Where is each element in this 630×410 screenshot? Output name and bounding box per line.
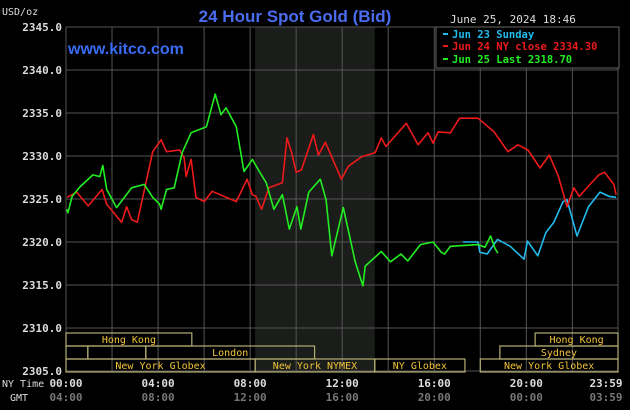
series-line-jun-23-sunday bbox=[463, 191, 617, 261]
session-label: Sydney bbox=[541, 348, 577, 359]
x-tick-ny: 12:00 bbox=[326, 377, 359, 390]
session-box bbox=[374, 358, 466, 373]
y-tick-label: 2335.0 bbox=[22, 107, 62, 120]
legend-jun23: Jun 23 Sunday bbox=[452, 29, 535, 41]
x-tick-gmt: 20:00 bbox=[418, 391, 451, 404]
x-tick-gmt: 12:00 bbox=[234, 391, 267, 404]
session-label: New York Globex bbox=[115, 361, 205, 372]
y-tick-label: 2320.0 bbox=[22, 236, 62, 249]
x-tick-ny: 00:00 bbox=[49, 377, 82, 390]
y-tick-label: 2345.0 bbox=[22, 21, 62, 34]
session-box bbox=[479, 358, 619, 373]
x-tick-ny: 23:59 bbox=[589, 377, 622, 390]
x-tick-gmt: 00:00 bbox=[510, 391, 543, 404]
ny-time-label: NY Time bbox=[2, 379, 44, 390]
x-tick-ny: 04:00 bbox=[142, 377, 175, 390]
x-tick-gmt: 04:00 bbox=[49, 391, 82, 404]
x-tick-gmt: 16:00 bbox=[326, 391, 359, 404]
x-tick-gmt: 08:00 bbox=[142, 391, 175, 404]
y-tick-label: 2330.0 bbox=[22, 150, 62, 163]
y-tick-label: 2310.0 bbox=[22, 322, 62, 335]
session-label: New York NYMEX bbox=[273, 361, 357, 372]
session-label: New York Globex bbox=[504, 361, 594, 372]
legend-jun25: Jun 25 Last 2318.70 bbox=[452, 54, 572, 66]
website-link[interactable]: www.kitco.com bbox=[67, 41, 184, 58]
session-label: Hong Kong bbox=[102, 335, 156, 346]
timestamp: June 25, 2024 18:46 bbox=[450, 13, 576, 26]
y-tick-label: 2315.0 bbox=[22, 279, 62, 292]
legend-swatch-jun24 bbox=[443, 45, 448, 47]
legend-jun24: Jun 24 NY close 2334.30 bbox=[452, 41, 597, 53]
y-tick-label: 2340.0 bbox=[22, 64, 62, 77]
session-label: London bbox=[212, 348, 248, 359]
legend-box bbox=[435, 26, 620, 69]
y-tick-label: 2325.0 bbox=[22, 193, 62, 206]
legend-swatch-jun25 bbox=[443, 58, 448, 60]
x-tick-ny: 16:00 bbox=[418, 377, 451, 390]
gmt-label: GMT bbox=[10, 393, 28, 404]
y-tick-label: 2305.0 bbox=[22, 365, 62, 378]
session-label: Hong Kong bbox=[549, 335, 603, 346]
x-tick-gmt: 03:59 bbox=[589, 391, 622, 404]
session-label: NY Globex bbox=[393, 361, 447, 372]
legend: Jun 23 Sunday Jun 24 NY close 2334.30 Ju… bbox=[435, 26, 620, 69]
series-line-jun-25-last bbox=[66, 93, 499, 287]
series-line-jun-24-ny-close bbox=[66, 117, 617, 223]
x-tick-ny: 08:00 bbox=[234, 377, 267, 390]
unit-label: USD/oz bbox=[2, 7, 38, 18]
legend-swatch-jun23 bbox=[443, 33, 448, 35]
x-tick-ny: 20:00 bbox=[510, 377, 543, 390]
chart-title: 24 Hour Spot Gold (Bid) bbox=[199, 7, 392, 26]
